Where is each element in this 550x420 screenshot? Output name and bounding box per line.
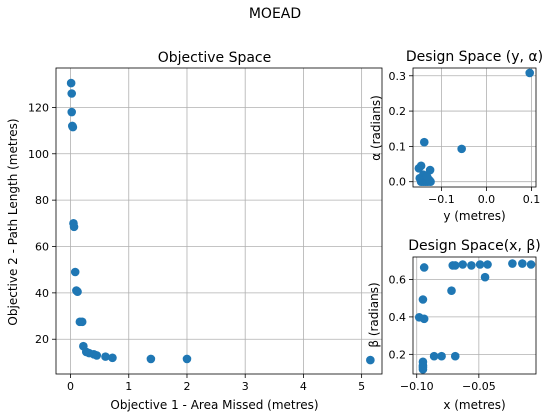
objective-space-point — [92, 351, 102, 360]
objective-space-xtick-label: 5 — [358, 380, 365, 393]
objective-space-point — [66, 78, 76, 88]
design-space-y-alpha-point — [457, 144, 466, 154]
design-space-y-alpha-frame — [412, 67, 537, 188]
design-space-x-beta-point — [437, 351, 446, 361]
objective-space-ytick-label: 100 — [28, 148, 49, 161]
objective-space-ytick-label: 80 — [35, 194, 49, 207]
objective-space-frame — [55, 67, 383, 375]
design-space-y-alpha-point — [422, 172, 432, 181]
objective-space-point — [70, 267, 80, 277]
design-space-x-beta-frame — [412, 256, 537, 375]
design-space-x-beta-xtick-label: −0.10 — [400, 380, 434, 393]
design-space-x-beta-point — [418, 363, 428, 372]
design-space-x-beta-point — [480, 272, 490, 282]
design-space-x-beta-point — [447, 286, 456, 295]
objective-space-point — [108, 353, 117, 363]
design-space-x-beta-point — [419, 314, 429, 324]
objective-space-ytick-label: 40 — [35, 287, 49, 300]
objective-space-point — [366, 355, 375, 365]
objective-space-point — [101, 352, 110, 361]
design-space-x-beta-point — [418, 295, 428, 304]
objective-space-xtick-label: 4 — [300, 380, 307, 393]
design-space-x-beta-point — [526, 260, 536, 269]
objective-space-chart: Objective Space Objective 1 - Area Misse… — [6, 50, 383, 412]
objective-space-point — [67, 89, 77, 98]
objective-space-point — [73, 287, 82, 297]
objective-space-ytick-label: 120 — [28, 101, 49, 114]
objective-space-ytick-label: 60 — [35, 241, 49, 254]
objective-space-ylabel: Objective 2 - Path Length (metres) — [6, 118, 20, 325]
design-space-x-beta-ytick-label: 0.2 — [389, 348, 407, 361]
objective-space-point — [68, 122, 78, 132]
design-space-x-beta-xlabel: x (metres) — [443, 398, 505, 412]
design-space-y-alpha-ytick-label: 0.2 — [389, 105, 407, 118]
design-space-x-beta-point — [450, 261, 460, 270]
design-space-x-beta-chart: Design Space(x, β) x (metres) β (radians… — [367, 238, 541, 412]
objective-space-xtick-label: 1 — [125, 380, 132, 393]
design-space-y-alpha-point — [425, 165, 435, 175]
design-space-x-beta-point — [429, 351, 439, 361]
design-space-y-alpha-xtick-label: −0.1 — [428, 193, 455, 206]
design-space-x-beta-ylabel: β (radians) — [367, 282, 381, 347]
objective-space-point — [69, 222, 79, 232]
design-space-x-beta-point — [518, 259, 527, 268]
objective-space-xtick-label: 0 — [67, 380, 74, 393]
design-space-x-beta-title: Design Space(x, β) — [408, 238, 541, 254]
design-space-y-alpha-ytick-label: 0.3 — [389, 70, 407, 83]
design-space-y-alpha-xlabel: y (metres) — [443, 209, 505, 223]
design-space-y-alpha-xtick-label: 0.1 — [523, 193, 541, 206]
design-space-x-beta-ytick-label: 0.6 — [389, 273, 407, 286]
design-space-x-beta-ytick-label: 0.4 — [389, 311, 407, 324]
design-space-x-beta-xtick-label: −0.05 — [462, 380, 496, 393]
design-space-y-alpha-chart: Design Space (y, α) y (metres) α (radian… — [369, 49, 543, 223]
design-space-x-beta-point — [475, 260, 485, 269]
objective-space-xtick-label: 2 — [183, 380, 190, 393]
objective-space-point — [77, 317, 87, 327]
design-space-y-alpha-ytick-label: 0.0 — [389, 176, 407, 189]
objective-space-ytick-label: 20 — [35, 333, 49, 346]
design-space-x-beta-point — [508, 259, 517, 268]
design-space-y-alpha-ytick-label: 0.1 — [389, 140, 407, 153]
objective-space-point — [146, 354, 156, 364]
figure-suptitle: MOEAD — [249, 6, 301, 22]
design-space-x-beta-point — [419, 263, 429, 272]
design-space-y-alpha-point — [525, 68, 534, 78]
design-space-y-alpha-xtick-label: 0.0 — [478, 193, 496, 206]
design-space-y-alpha-point — [416, 161, 426, 171]
design-space-x-beta-point — [450, 351, 460, 361]
objective-space-title: Objective Space — [158, 50, 272, 66]
design-space-x-beta-point — [458, 260, 467, 269]
design-space-x-beta-point — [483, 260, 492, 269]
objective-space-point — [67, 107, 77, 117]
design-space-y-alpha-ylabel: α (radians) — [369, 95, 383, 161]
design-space-y-alpha-title: Design Space (y, α) — [406, 49, 543, 65]
objective-space-xlabel: Objective 1 - Area Missed (metres) — [110, 398, 318, 412]
design-space-y-alpha-point — [419, 137, 429, 147]
objective-space-point — [182, 354, 192, 364]
design-space-x-beta-point — [467, 261, 476, 270]
objective-space-xtick-label: 3 — [242, 380, 249, 393]
